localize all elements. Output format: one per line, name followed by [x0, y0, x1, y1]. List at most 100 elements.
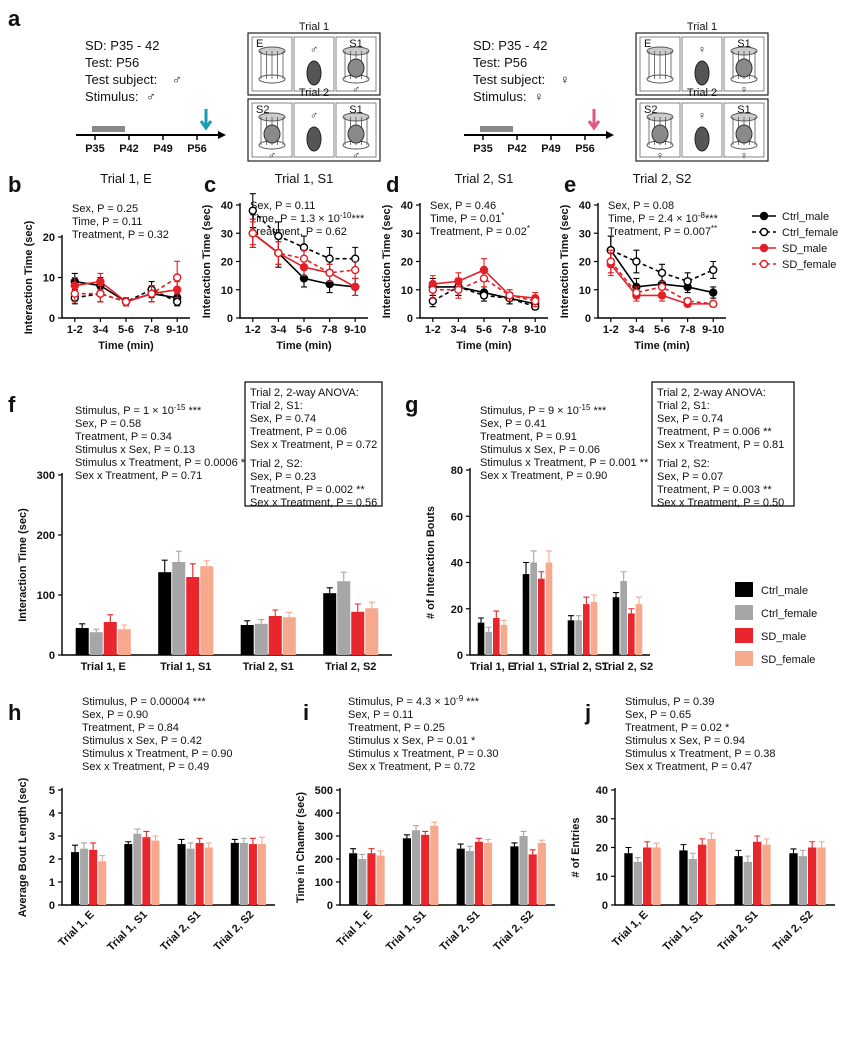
protocol: SD: P35 - 42 Test: P56 Test subject: ♀ Stimu… — [464, 21, 769, 162]
chart-panel: h 0 1 2 3 4 5 Average Bout Length (sec) Stimulus… — [8, 696, 275, 953]
y-tick-label: 0 — [457, 650, 463, 662]
error-bar — [340, 571, 347, 582]
annotation-part: *** — [590, 405, 607, 417]
error-bar — [258, 836, 265, 845]
bar — [575, 620, 582, 655]
panel-label: j — [584, 700, 591, 725]
error-bar — [152, 835, 159, 841]
annotation-part: Stimulus x Treatment, P = 0.90 — [82, 748, 233, 760]
y-axis-label: Interaction Time (sec) — [381, 204, 393, 318]
annotation: Stimulus x Treatment, P = 0.90 — [82, 748, 233, 760]
protocol-symbol: ♀ — [560, 72, 570, 87]
data-point — [351, 282, 360, 292]
y-tick-label: 40 — [596, 785, 608, 797]
y-tick-label: 40 — [579, 200, 591, 212]
protocol-text: Test subject: — [85, 72, 157, 87]
bar — [624, 853, 633, 905]
legend-label: Ctrl_female — [782, 227, 838, 239]
bar — [402, 838, 411, 905]
bar — [365, 608, 379, 655]
error-bar — [81, 842, 88, 849]
chart-panel: c Trial 1, S1 0 10 20 30 40 Interaction Time (s… — [201, 171, 368, 352]
bar — [510, 846, 519, 905]
x-axis-label: Time (min) — [98, 340, 154, 352]
chamber-label: S1 — [737, 104, 750, 116]
annotation-part: Sex x Treatment, P = 0.90 — [480, 470, 607, 482]
x-tick-label: Trial 2, S1 — [243, 661, 294, 673]
y-axis-label: Interaction Time (sec) — [201, 204, 213, 318]
error-bar — [500, 619, 507, 625]
bar — [519, 836, 528, 905]
data-point — [274, 248, 283, 258]
x-tick-label: 1-2 — [425, 324, 441, 336]
legend-marker — [759, 259, 769, 269]
error-bar — [107, 614, 114, 622]
protocol-symbol: ♀ — [534, 89, 544, 104]
series-line — [610, 249, 714, 283]
protocol-text: Test subject: — [473, 72, 545, 87]
error-bar — [244, 620, 251, 625]
annotation-part: Treatment, P = 0.91 — [480, 431, 577, 443]
bar — [679, 850, 688, 905]
bar — [538, 578, 545, 655]
y-tick-label: 5 — [49, 785, 55, 797]
test-mouse — [306, 60, 322, 86]
y-axis-label: Average Bout Length (sec) — [17, 777, 29, 917]
stimulus-mouse — [347, 58, 365, 78]
x-tick-label: 1-2 — [245, 324, 261, 336]
x-tick-label: Trial 2, S2 — [602, 661, 653, 673]
trial-title: Trial 1 — [299, 21, 329, 33]
y-tick-label: 3 — [49, 831, 55, 843]
protocol-text: Stimulus: — [473, 89, 526, 104]
x-tick-label: 9-10 — [524, 324, 546, 336]
data-point — [325, 254, 334, 263]
x-tick-label: 9-10 — [166, 324, 188, 336]
error-bar — [431, 821, 438, 826]
annotation: Treatment, P = 0.84 — [82, 722, 179, 734]
annotation-part: *** — [351, 213, 365, 225]
x-tick-label: Trial 2, S2 — [325, 661, 376, 673]
annotation-part: Stimulus x Sex, P = 0.42 — [82, 735, 202, 747]
error-bar — [187, 842, 194, 849]
error-bar — [326, 587, 333, 594]
error-bar — [121, 624, 128, 630]
y-tick-label: 0 — [327, 900, 333, 912]
annotation-part: Time, P = 0.01 — [430, 213, 501, 225]
x-tick-label: Trial 2, S1 — [557, 661, 608, 673]
x-tick-label: 5-6 — [654, 324, 670, 336]
subject-symbol: ♂ — [310, 44, 318, 56]
bar — [430, 825, 439, 905]
stats-box-text: Trial 2, S1: — [250, 400, 303, 412]
stats-box — [244, 381, 383, 507]
trial-title: Trial 2 — [687, 87, 717, 99]
y-tick-label: 100 — [37, 590, 55, 602]
y-tick-label: 200 — [37, 530, 55, 542]
bar — [204, 847, 213, 905]
data-point — [683, 277, 692, 286]
y-tick-label: 300 — [37, 470, 55, 482]
error-bar — [699, 838, 706, 845]
y-tick-label: 0 — [49, 313, 55, 325]
bar — [753, 841, 762, 905]
annotation-part: Sex x Treatment, P = 0.47 — [625, 761, 752, 773]
error-bar — [530, 550, 537, 563]
bar — [817, 847, 826, 905]
stimulus-mouse — [735, 124, 753, 144]
x-axis-label: Time (min) — [276, 340, 332, 352]
x-tick-label: 5-6 — [296, 324, 312, 336]
data-point — [454, 285, 463, 294]
y-tick-label: 0 — [602, 900, 608, 912]
data-point — [632, 288, 641, 297]
bar — [590, 601, 598, 655]
bar — [734, 856, 743, 905]
bar — [151, 840, 160, 905]
annotation: Stimulus x Sex, P = 0.06 — [480, 444, 600, 456]
annotation: Sex, P = 0.41 — [480, 418, 546, 430]
y-tick-label: 1 — [49, 877, 55, 889]
x-axis-label: Time (min) — [634, 340, 690, 352]
x-tick-label: Trial 1, E — [81, 661, 126, 673]
annotation-part: Treatment, P = 0.02 * — [625, 722, 730, 734]
x-tick-label: Trial 2, S1 — [438, 909, 483, 954]
annotation: Time, P = 2.4 × 10-8*** — [608, 211, 719, 226]
error-bar — [799, 849, 806, 857]
